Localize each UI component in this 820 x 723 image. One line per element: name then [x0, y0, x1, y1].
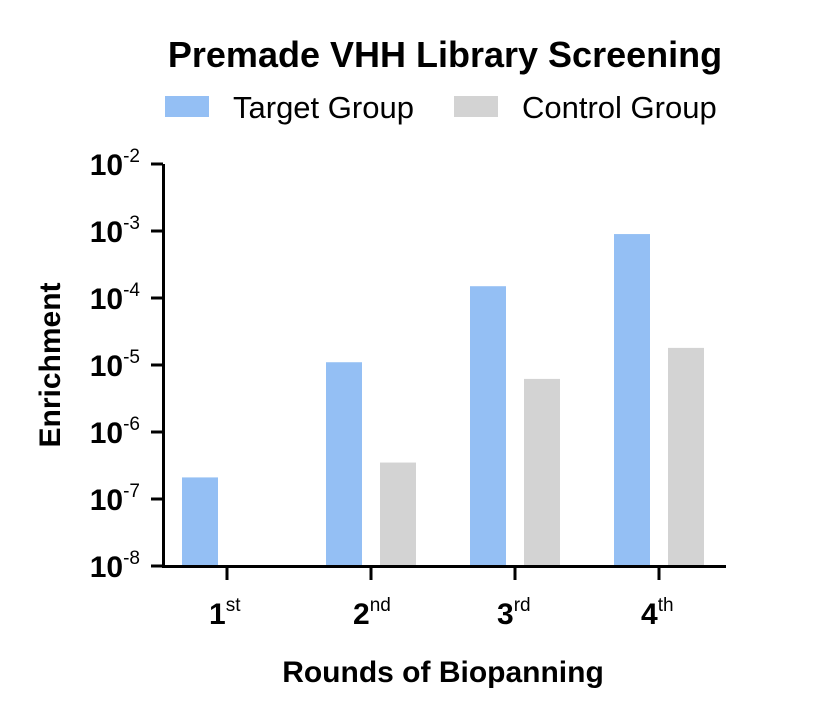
y-tick-label: 10-4: [90, 280, 141, 316]
x-tick-label: 1st: [209, 595, 241, 631]
bar-target-round-1: [182, 477, 218, 566]
bar-target-round-3: [470, 286, 506, 566]
x-tick-label: 2nd: [353, 595, 391, 631]
bar-target-round-4: [614, 234, 650, 567]
x-tick-label: 3rd: [497, 595, 531, 631]
y-tick-label: 10-2: [90, 146, 140, 182]
chart-title: Premade VHH Library Screening: [168, 34, 722, 75]
legend-swatch-control: [454, 96, 498, 117]
x-tick-label: 4th: [641, 595, 674, 631]
legend-label-control: Control Group: [522, 90, 717, 125]
y-tick-label: 10-8: [90, 548, 140, 584]
y-ticks: 10-2 10-3 10-4 10-5 10-6 10-7 10-8: [90, 146, 163, 584]
bar-target-round-2: [326, 362, 362, 566]
y-tick-label: 10-7: [90, 481, 140, 517]
y-tick-label: 10-3: [90, 213, 140, 249]
bar-control-round-3: [524, 378, 560, 566]
legend-label-target: Target Group: [233, 90, 414, 125]
legend-swatch-target: [165, 96, 209, 117]
legend-item-control: Control Group: [454, 90, 717, 125]
bars: [182, 234, 704, 567]
bar-control-round-4: [668, 347, 704, 566]
legend-item-target: Target Group: [165, 90, 414, 125]
x-ticks: 1st 2nd 3rd 4th: [209, 566, 674, 631]
y-tick-label: 10-6: [90, 414, 140, 450]
y-tick-label: 10-5: [90, 347, 140, 383]
legend: Target Group Control Group: [165, 90, 717, 125]
bar-control-round-2: [380, 462, 416, 566]
y-axis-label: Enrichment: [34, 282, 67, 447]
x-axis-label: Rounds of Biopanning: [282, 656, 604, 689]
